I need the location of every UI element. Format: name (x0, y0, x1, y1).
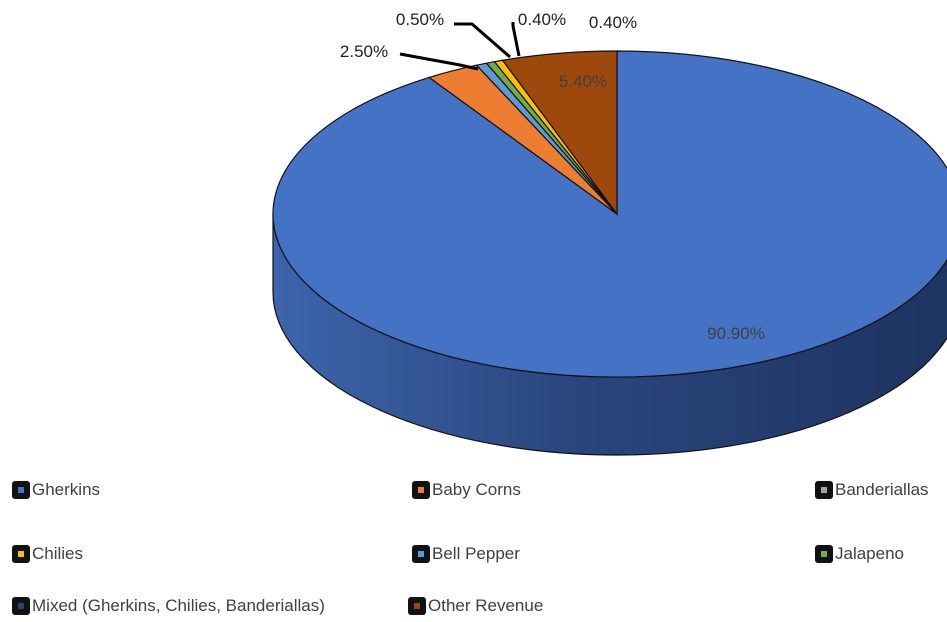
legend-label: Mixed (Gherkins, Chilies, Banderiallas) (32, 596, 325, 615)
data-label-baby-corns: 2.50% (340, 42, 388, 61)
data-label-gherkins: 90.90% (707, 324, 765, 343)
legend-item-bell-pepper: Bell Pepper (412, 544, 520, 564)
legend-label: Gherkins (32, 480, 101, 499)
legend-item-banderiallas: Banderiallas (815, 480, 929, 500)
pie-slice-gherkins (272, 50, 947, 378)
legend-swatch-mixed-gherkins-chilies-banderiallas (12, 597, 30, 615)
legend-swatch-chilies (12, 545, 30, 563)
legend-label: Jalapeno (835, 544, 905, 563)
legend-swatch-other-revenue (408, 597, 426, 615)
pie-top-faces (272, 50, 947, 378)
legend-item-mixed-gherkins-chilies-banderiallas: Mixed (Gherkins, Chilies, Banderiallas) (12, 596, 325, 616)
data-label-jalapeno: 0.40% (518, 10, 566, 29)
leader-lines (399, 22, 521, 71)
data-labels: 90.90% 2.50% 0.50% 0.40% 0.40% 5.40% (340, 10, 765, 343)
chart-legend: Gherkins Baby Corns Banderiallas Chilies Bel… (12, 480, 947, 620)
data-label-bell-pepper: 0.50% (396, 10, 444, 29)
legend-label: Banderiallas (835, 480, 929, 499)
legend-swatch-banderiallas (815, 481, 833, 499)
legend-item-other-revenue: Other Revenue (408, 596, 543, 616)
legend-label: Chilies (32, 544, 84, 563)
legend-swatch-bell-pepper (412, 545, 430, 563)
leader-line-baby-corns (399, 52, 479, 71)
data-label-chilies: 0.40% (589, 13, 637, 32)
leader-line-bell-pepper (454, 22, 511, 59)
pie-slice-other-revenue (501, 50, 618, 216)
legend-item-baby-corns: Baby Corns (412, 480, 521, 500)
legend-label: Bell Pepper (432, 544, 520, 563)
legend-label: Baby Corns (432, 480, 521, 499)
legend-item-gherkins: Gherkins (12, 480, 100, 500)
legend-swatch-gherkins (12, 481, 30, 499)
leader-line-jalapeno (511, 22, 521, 57)
legend-label: Other Revenue (428, 596, 544, 615)
legend-swatch-baby-corns (412, 481, 430, 499)
data-label-other-revenue: 5.40% (559, 72, 607, 91)
legend-item-jalapeno: Jalapeno (815, 544, 904, 564)
legend-swatch-jalapeno (815, 545, 833, 563)
legend-item-chilies: Chilies (12, 544, 83, 564)
